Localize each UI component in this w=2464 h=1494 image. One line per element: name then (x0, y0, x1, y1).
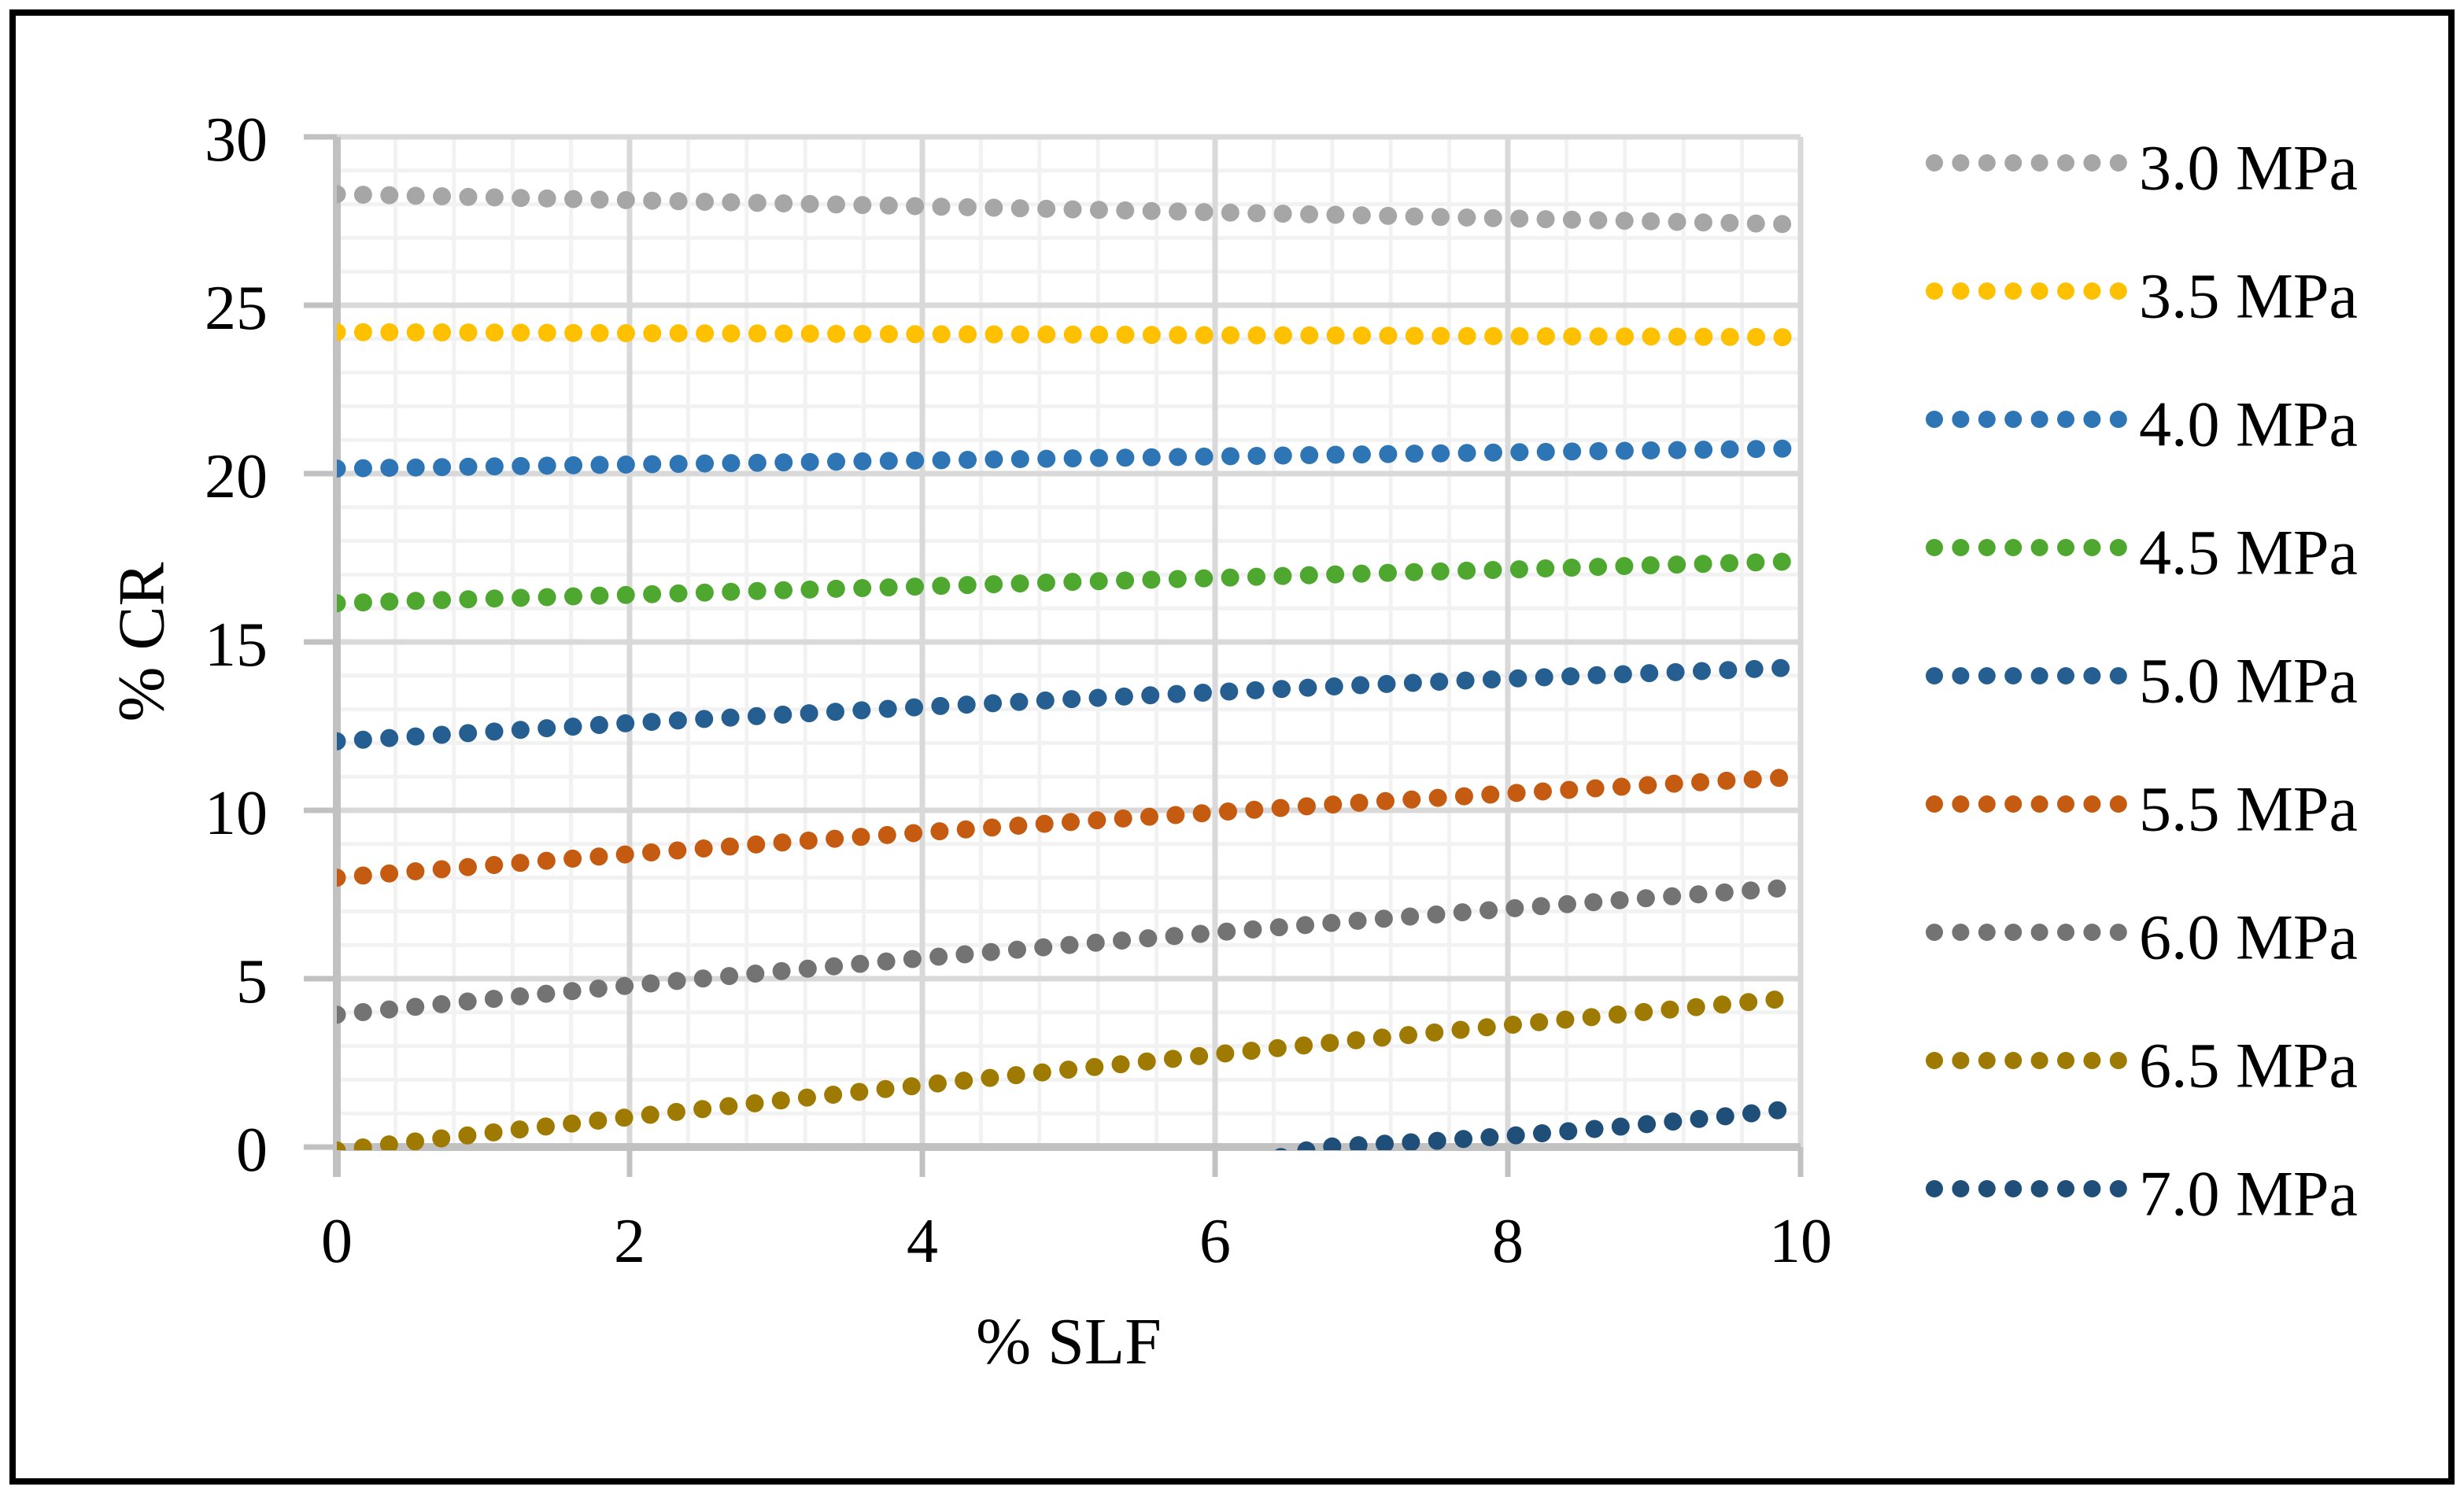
series-line-7.0-mpa (1275, 1098, 1810, 1150)
gridlines-major (337, 134, 1804, 1147)
legend: 3.0 MPa 3.5 MPa 4.0 MPa 4.5 MPa 5.0 MPa 5.5 M… (1926, 132, 2358, 1230)
legend-label: 6.0 MPa (2139, 902, 2358, 973)
figure-border (9, 9, 2455, 1485)
axis-lines (333, 137, 1801, 1177)
series-line-3.0-mpa (337, 185, 1810, 234)
legend-item: 6.0 MPa (1926, 902, 2358, 973)
series-line-5.5-mpa (337, 767, 1810, 887)
series-line-3.5-mpa (337, 323, 1810, 347)
legend-item: 3.5 MPa (1926, 260, 2358, 332)
x-tick-label: 0 (321, 1207, 353, 1276)
axis-ticks (304, 134, 1804, 1177)
series-line-4.0-mpa (337, 439, 1810, 478)
series-line-4.5-mpa (337, 551, 1810, 613)
legend-label: 3.0 MPa (2139, 132, 2358, 204)
series-line-6.0-mpa (337, 877, 1810, 1024)
y-tick-label: 20 (205, 442, 268, 511)
y-tick-label: 10 (205, 779, 268, 848)
series-line-5.0-mpa (337, 658, 1810, 751)
data-series-group (337, 185, 1810, 1150)
legend-label: 4.5 MPa (2139, 517, 2358, 588)
x-tick-label: 6 (1199, 1207, 1231, 1276)
legend-label: 5.0 MPa (2139, 645, 2358, 717)
x-tick-label: 8 (1492, 1207, 1524, 1276)
x-tick-label: 4 (907, 1207, 938, 1276)
axis-tick-labels: 0 5 10 15 20 25 30 0 2 4 6 8 10 (205, 105, 1832, 1276)
x-tick-label: 10 (1769, 1207, 1832, 1276)
legend-label: 4.0 MPa (2139, 389, 2358, 460)
legend-label: 7.0 MPa (2139, 1158, 2358, 1230)
y-tick-label: 15 (205, 611, 268, 680)
x-tick-label: 2 (614, 1207, 645, 1276)
legend-label: 6.5 MPa (2139, 1030, 2358, 1101)
legend-label: 3.5 MPa (2139, 260, 2358, 332)
y-tick-label: 5 (236, 947, 268, 1016)
series-line-6.5-mpa (337, 988, 1810, 1150)
legend-item: 3.0 MPa (1926, 132, 2358, 204)
legend-item: 5.0 MPa (1926, 645, 2358, 717)
legend-label: 5.5 MPa (2139, 773, 2358, 845)
y-axis-title: % CR (105, 562, 179, 721)
legend-item: 4.5 MPa (1926, 517, 2358, 588)
y-tick-label: 0 (236, 1116, 268, 1185)
y-tick-label: 25 (205, 274, 268, 343)
legend-item: 4.0 MPa (1926, 389, 2358, 460)
legend-item: 6.5 MPa (1926, 1030, 2358, 1101)
x-axis-title: % SLF (976, 1305, 1162, 1378)
y-tick-label: 30 (205, 105, 268, 175)
legend-item: 5.5 MPa (1926, 773, 2358, 845)
legend-item: 7.0 MPa (1926, 1158, 2358, 1230)
